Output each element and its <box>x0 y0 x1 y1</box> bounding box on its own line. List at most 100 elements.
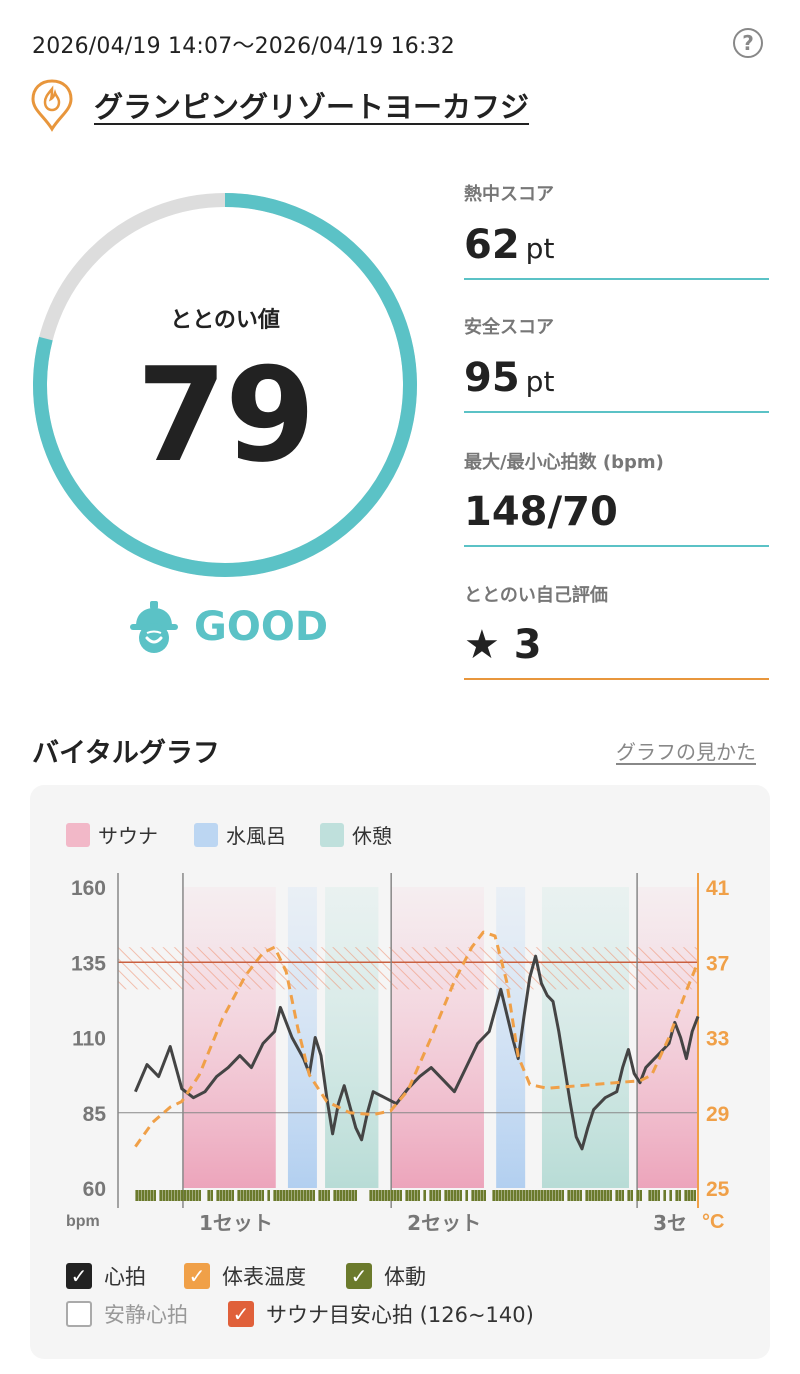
motion-mark <box>576 1190 579 1201</box>
y-right-tick: 33 <box>706 1028 729 1051</box>
y-right-tick: 41 <box>706 877 730 900</box>
motion-mark <box>447 1190 450 1201</box>
motion-mark <box>231 1190 234 1201</box>
toggle-heart-rate[interactable]: ✓ 心拍 <box>66 1261 146 1291</box>
motion-mark <box>453 1190 456 1201</box>
motion-mark <box>228 1190 231 1201</box>
motion-mark <box>573 1190 576 1201</box>
toggle-skin-temp[interactable]: ✓ 体表温度 <box>184 1261 306 1291</box>
heat-score-label: 熱中スコア <box>464 184 554 205</box>
y-left-tick: 160 <box>71 877 106 900</box>
motion-mark <box>288 1190 291 1201</box>
cold-bath-swatch <box>194 822 218 847</box>
motion-mark <box>474 1190 477 1201</box>
toggle-sauna-target-hr[interactable]: ✓ サウナ目安心拍 (126~140) <box>228 1299 534 1329</box>
x-set-label: 2セット <box>407 1211 481 1235</box>
motion-mark <box>450 1190 453 1201</box>
motion-mark <box>690 1190 693 1201</box>
heart-rate-value: 148/70 <box>464 489 618 535</box>
y-left-tick: 85 <box>83 1103 107 1126</box>
motion-mark <box>291 1190 294 1201</box>
motion-mark <box>525 1190 528 1201</box>
motion-mark <box>417 1190 420 1201</box>
motion-mark <box>192 1190 195 1201</box>
motion-mark <box>498 1190 501 1201</box>
motion-mark <box>471 1190 474 1201</box>
motion-mark <box>588 1190 591 1201</box>
motion-mark <box>147 1190 150 1201</box>
motion-mark <box>240 1190 243 1201</box>
checkbox-checked-icon[interactable]: ✓ <box>184 1263 210 1289</box>
motion-mark <box>372 1190 375 1201</box>
motion-mark <box>384 1190 387 1201</box>
motion-mark <box>480 1190 483 1201</box>
safety-score-value: 95 pt <box>464 355 555 401</box>
checkbox-unchecked-icon[interactable] <box>66 1301 92 1327</box>
motion-mark <box>687 1190 690 1201</box>
y-right-tick: 25 <box>706 1178 730 1201</box>
motion-mark <box>327 1190 330 1201</box>
phase-band <box>541 887 629 1188</box>
facility-name-link[interactable]: グランピングリゾートヨーカフジ <box>94 90 530 124</box>
y-left-tick: 60 <box>83 1178 106 1201</box>
motion-mark <box>543 1190 546 1201</box>
motion-mark <box>324 1190 327 1201</box>
motion-mark <box>393 1190 396 1201</box>
graph-help-link[interactable]: グラフの見かた <box>616 740 756 764</box>
motion-mark <box>216 1190 219 1201</box>
motion-mark <box>438 1190 441 1201</box>
checkbox-checked-icon[interactable]: ✓ <box>66 1263 92 1289</box>
motion-mark <box>306 1190 309 1201</box>
motion-mark <box>693 1190 696 1201</box>
heat-score-value: 62 pt <box>464 222 555 268</box>
motion-mark <box>243 1190 246 1201</box>
motion-mark <box>684 1190 687 1201</box>
motion-mark <box>528 1190 531 1201</box>
y-left-tick: 110 <box>72 1028 106 1051</box>
checkbox-checked-icon[interactable]: ✓ <box>228 1301 254 1327</box>
motion-mark <box>375 1190 378 1201</box>
motion-mark <box>600 1190 603 1201</box>
toggle-body-motion[interactable]: ✓ 体動 <box>346 1261 426 1291</box>
sauna-flame-icon <box>30 78 74 132</box>
vital-graph-title: バイタルグラフ <box>32 738 220 769</box>
motion-mark <box>180 1190 183 1201</box>
motion-mark <box>261 1190 264 1201</box>
motion-mark <box>258 1190 261 1201</box>
motion-mark <box>279 1190 282 1201</box>
motion-mark <box>495 1190 498 1201</box>
heart-rate-line <box>134 954 700 1151</box>
motion-mark <box>459 1190 462 1201</box>
sauna-hat-face-icon <box>128 600 180 656</box>
motion-mark <box>627 1190 630 1201</box>
motion-mark <box>432 1190 435 1201</box>
motion-mark <box>561 1190 564 1201</box>
motion-mark <box>615 1190 618 1201</box>
motion-mark <box>567 1190 570 1201</box>
motion-mark <box>663 1190 666 1201</box>
motion-mark <box>138 1190 141 1201</box>
motion-mark <box>609 1190 612 1201</box>
checkbox-checked-icon[interactable]: ✓ <box>346 1263 372 1289</box>
score-value: 79 <box>136 339 316 491</box>
help-icon[interactable]: ? <box>733 28 763 58</box>
motion-mark <box>252 1190 255 1201</box>
motion-mark <box>534 1190 537 1201</box>
motion-mark <box>309 1190 312 1201</box>
motion-mark <box>558 1190 561 1201</box>
toggle-resting-hr[interactable]: 安静心拍 <box>66 1299 188 1329</box>
motion-mark <box>477 1190 480 1201</box>
motion-mark <box>594 1190 597 1201</box>
motion-mark <box>621 1190 624 1201</box>
motion-mark <box>603 1190 606 1201</box>
motion-mark <box>207 1190 210 1201</box>
divider <box>464 411 769 413</box>
motion-mark <box>405 1190 408 1201</box>
motion-mark <box>318 1190 321 1201</box>
motion-mark <box>465 1190 468 1201</box>
motion-mark <box>144 1190 147 1201</box>
x-set-label: 3セ <box>653 1211 687 1235</box>
motion-mark <box>249 1190 252 1201</box>
motion-mark <box>501 1190 504 1201</box>
motion-mark <box>654 1190 657 1201</box>
